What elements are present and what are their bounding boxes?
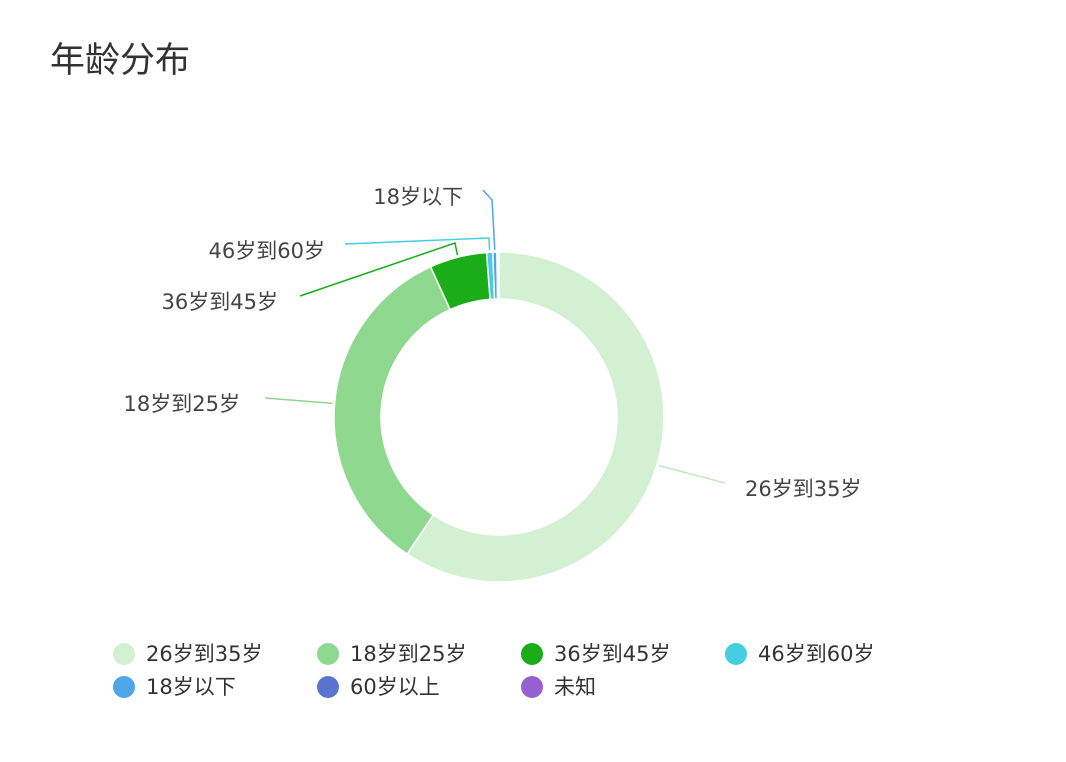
legend-label: 18岁以下 <box>146 675 236 699</box>
legend-swatch <box>113 676 135 698</box>
chart-title: 年龄分布 <box>50 41 190 81</box>
legend-label: 46岁到60岁 <box>758 642 874 666</box>
legend-label: 26岁到35岁 <box>146 642 262 666</box>
legend-label: 18岁到25岁 <box>350 642 466 666</box>
leader-line <box>264 397 333 405</box>
leader-line <box>658 464 726 484</box>
legend-label: 36岁到45岁 <box>554 642 670 666</box>
donut-segment <box>333 265 452 556</box>
legend-swatch <box>521 676 543 698</box>
legend-label: 未知 <box>554 675 596 699</box>
legend-swatch <box>725 643 747 665</box>
legend-swatch <box>317 643 339 665</box>
donut-segment <box>497 251 500 300</box>
legend-swatch <box>317 676 339 698</box>
slice-label: 26岁到35岁 <box>745 477 861 501</box>
donut-segment <box>406 251 665 583</box>
leader-line <box>344 237 491 251</box>
slice-label: 18岁以下 <box>373 185 463 209</box>
legend-swatch <box>113 643 135 665</box>
legend-label: 60岁以上 <box>350 675 440 699</box>
leader-line <box>482 189 496 251</box>
legend-swatch <box>521 643 543 665</box>
slice-label: 18岁到25岁 <box>124 392 240 416</box>
slice-label: 46岁到60岁 <box>209 239 325 263</box>
slice-label: 36岁到45岁 <box>162 290 278 314</box>
leader-line <box>299 242 459 297</box>
